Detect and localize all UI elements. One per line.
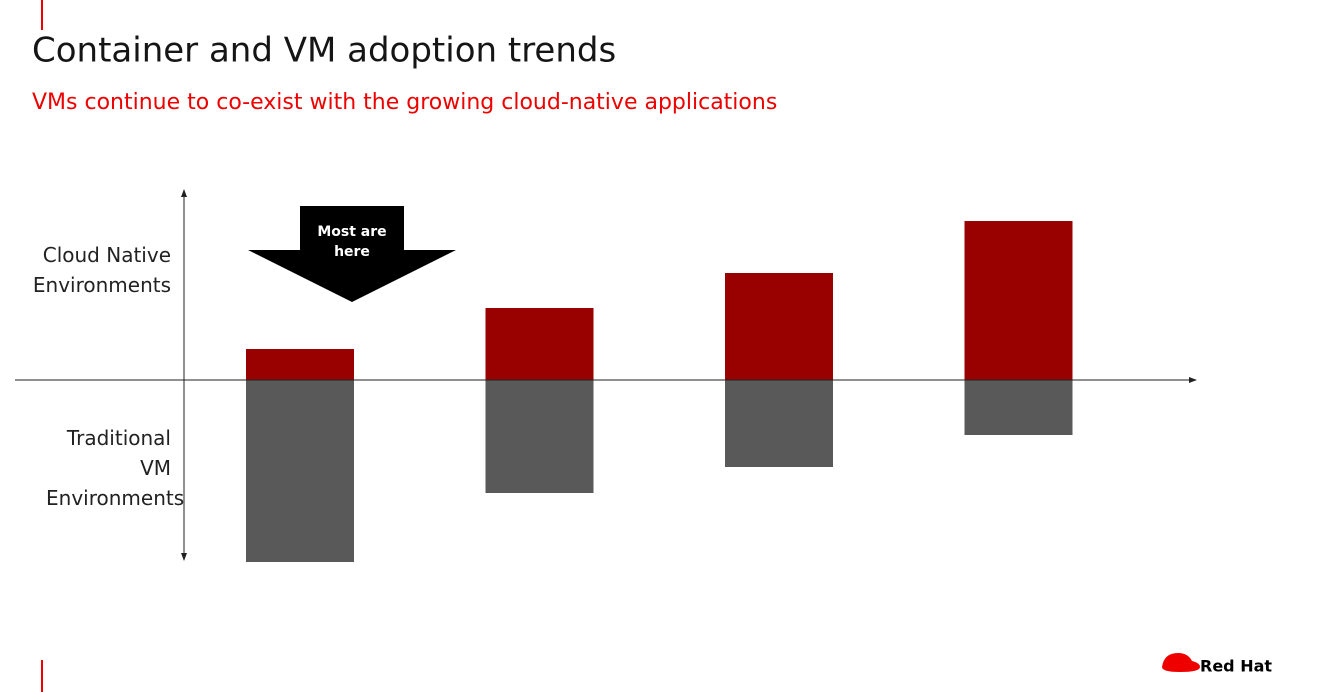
chart-subtitle: VMs continue to co-exist with the growin… <box>32 90 777 115</box>
chart-title: Container and VM adoption trends <box>32 31 616 71</box>
series-label: Cloud Native Environments <box>32 243 171 297</box>
bar <box>485 308 594 380</box>
plot-area <box>246 221 1073 562</box>
bar <box>964 380 1073 435</box>
bar <box>246 380 354 562</box>
logo-icon <box>1162 653 1200 672</box>
bar <box>964 221 1073 380</box>
bar <box>725 380 833 467</box>
bar <box>246 349 354 380</box>
annotation-arrow <box>248 206 456 302</box>
bar <box>485 380 594 493</box>
bar <box>725 273 833 380</box>
series-label: Traditional VM Environments <box>46 426 185 510</box>
annotation: Most are here <box>317 224 387 260</box>
logo-text: Red Hat <box>1200 657 1272 676</box>
